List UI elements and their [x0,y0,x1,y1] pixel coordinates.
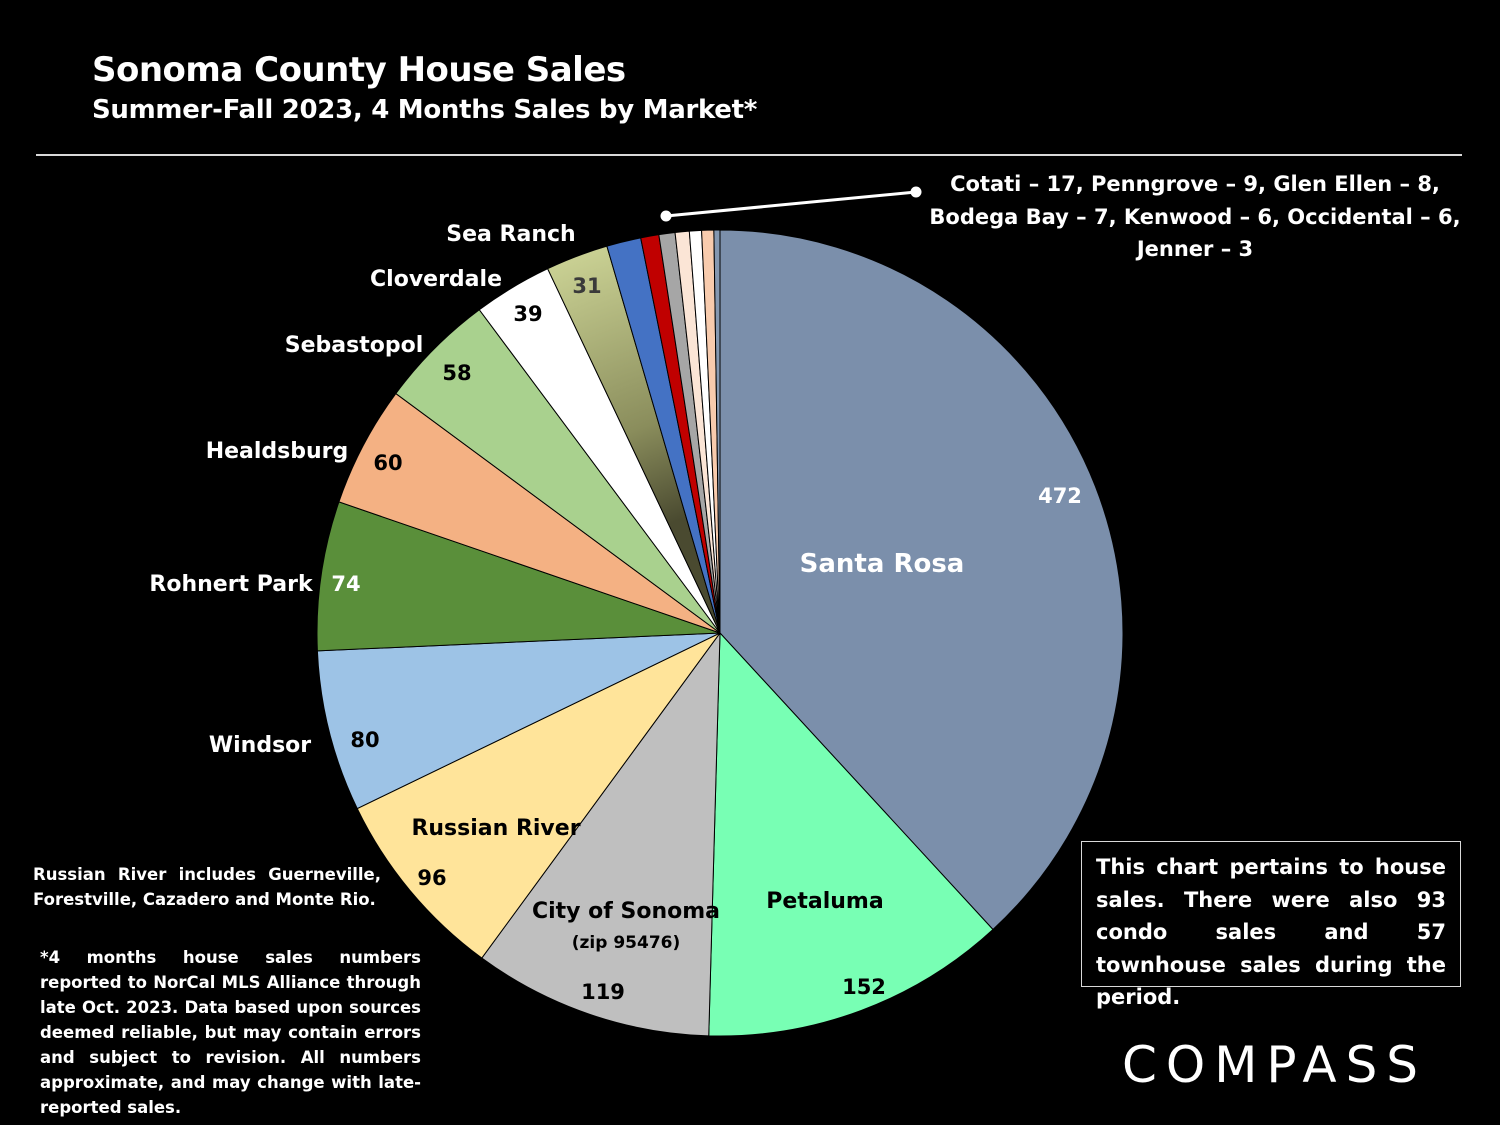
small-markets-line-2: Bodega Bay – 7, Kenwood – 6, Occidental … [929,204,1461,229]
chart-subtitle: Summer-Fall 2023, 4 Months Sales by Mark… [92,95,758,125]
label-cloverdale: Cloverdale [370,267,502,292]
slice-rohnert-park [316,501,721,652]
value-city-of-sonoma: 119 [581,980,625,1004]
value-sea-ranch: 31 [572,274,601,298]
small-markets-line-1: Cotati – 17, Penngrove – 9, Glen Ellen –… [950,172,1440,196]
value-healdsburg: 60 [373,451,402,475]
label-windsor: Windsor [209,733,311,758]
label-sea-ranch: Sea Ranch [446,222,575,247]
value-santa-rosa: 472 [1038,484,1082,508]
compass-logo: COMPASS [1122,1036,1428,1094]
pie-labels: Santa Rosa 472 Petaluma 152 City of Sonoma (z… [149,222,1082,1004]
chart-title: Sonoma County House Sales [92,50,626,90]
sublabel-city-of-sonoma: (zip 95476) [572,933,681,953]
small-markets-line-3: Jenner – 3 [1136,237,1254,261]
pie-slices [316,229,1124,1037]
label-healdsburg: Healdsburg [206,439,349,464]
label-city-of-sonoma: City of Sonoma [532,899,720,924]
label-rohnert-park: Rohnert Park [149,572,314,597]
slice-russian-river [356,632,721,959]
label-petaluma: Petaluma [766,889,883,914]
value-cloverdale: 39 [513,302,542,326]
info-box: This chart pertains to house sales. Ther… [1081,841,1461,1009]
source-note: *4 months house sales numbers reported t… [40,948,421,1117]
slice-windsor [316,632,721,810]
slice-city-of-sonoma [481,631,721,1037]
label-santa-rosa: Santa Rosa [800,549,965,579]
label-sebastopol: Sebastopol [285,333,424,358]
leader-line [665,190,917,218]
leader-dot-start [660,210,672,222]
slice-santa-rosa [719,229,1124,931]
label-russian-river: Russian River [411,816,580,841]
value-russian-river: 96 [417,866,446,890]
title-divider [36,154,1462,156]
leader-dot-end [910,186,922,198]
value-rohnert-park: 74 [331,572,360,596]
value-windsor: 80 [350,728,379,752]
value-sebastopol: 58 [442,361,471,385]
slice-jenner [713,229,721,634]
russian-river-note: Russian River includes Guerneville, Fore… [33,865,381,909]
value-petaluma: 152 [842,975,886,999]
small-markets-label: Cotati – 17, Penngrove – 9, Glen Ellen –… [900,168,1490,266]
slice-petaluma [708,631,994,1037]
